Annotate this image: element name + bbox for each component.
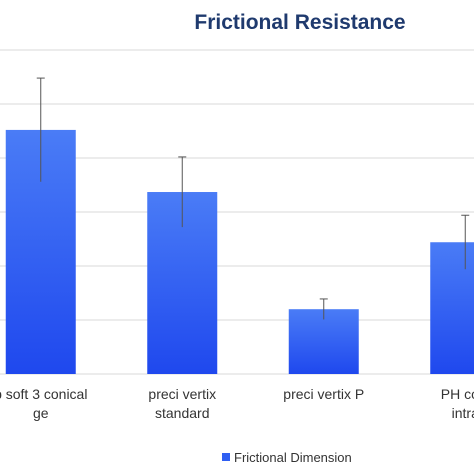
x-tick-label: PH coni bbox=[441, 386, 474, 402]
x-tick-label: ge bbox=[33, 405, 49, 421]
x-tick-label: preci vertix bbox=[148, 386, 216, 402]
bar bbox=[288, 309, 359, 374]
bar bbox=[430, 242, 474, 374]
x-tick-label: intra bbox=[452, 405, 474, 421]
x-tick-label: standard bbox=[155, 405, 209, 421]
x-tick-label: preci vertix P bbox=[283, 386, 364, 402]
legend-label: Frictional Dimension bbox=[234, 450, 352, 465]
legend-swatch bbox=[222, 453, 230, 461]
x-tick-label: p soft 3 conical bbox=[0, 386, 87, 402]
chart-title: Frictional Resistance bbox=[194, 11, 405, 34]
